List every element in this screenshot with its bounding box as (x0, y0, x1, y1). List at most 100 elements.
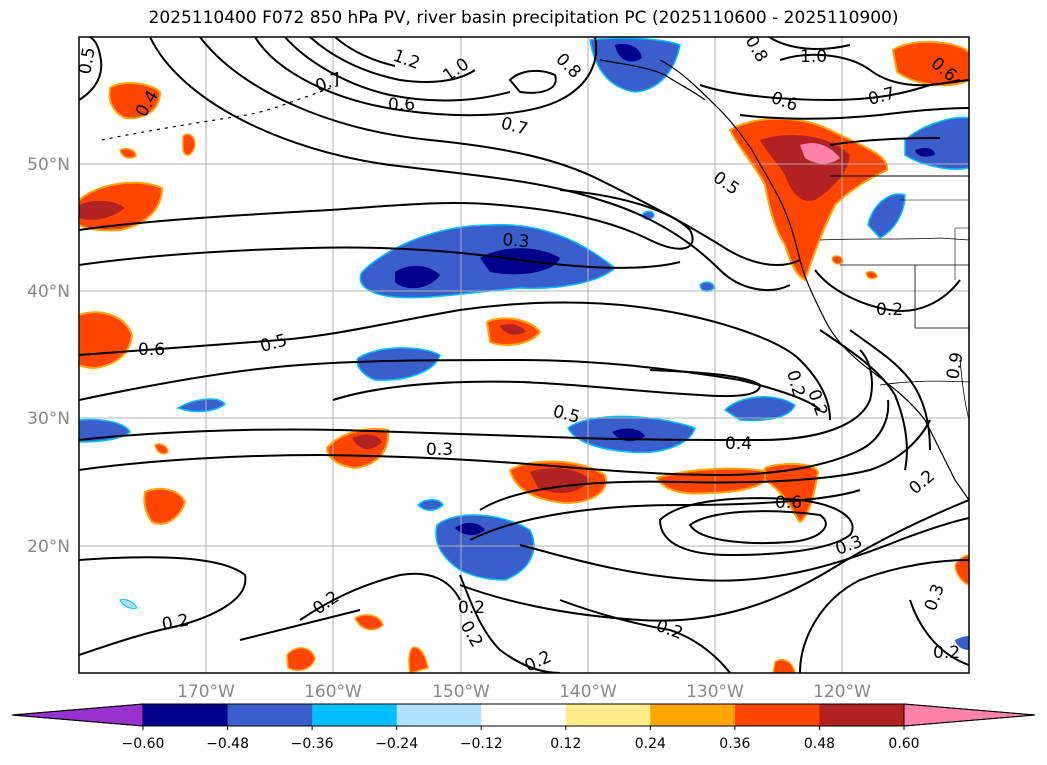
pv-contour (79, 189, 694, 250)
colorbar-segment (227, 704, 313, 726)
precip-positive-region (108, 82, 162, 120)
precip-positive-region (772, 659, 796, 673)
pv-contour (688, 510, 827, 544)
precip-negative-region (176, 398, 227, 413)
precip-negative-region (904, 116, 969, 170)
pv-contour (254, 37, 598, 117)
colorbar-tick-label: −0.24 (375, 736, 418, 752)
colorbar-tick-label: 0.24 (635, 736, 666, 752)
colorbar-segment (565, 704, 651, 726)
contour-label: 0.3 (426, 440, 453, 460)
lat-label: 50°N (27, 155, 70, 175)
contour-label: 0.6 (388, 95, 415, 115)
pv-contour (519, 517, 969, 582)
precip-positive-region (182, 133, 196, 156)
precip-positive-region (954, 554, 969, 586)
precip-negative-core (455, 522, 485, 536)
pv-contour (299, 572, 461, 621)
precip-positive-region (891, 41, 969, 87)
pv-contour (849, 329, 931, 451)
precip-negative-core (480, 248, 560, 275)
lon-label: 150°W (432, 682, 490, 702)
contour-label: 0.9 (943, 351, 967, 381)
pv-contour (469, 489, 861, 541)
lon-label: 140°W (559, 682, 617, 702)
contour-label: 0.5 (75, 46, 99, 76)
pv-contour (199, 37, 801, 266)
lon-label: 170°W (177, 682, 235, 702)
colorbar-segment (734, 704, 820, 726)
colorbar-segment (650, 704, 736, 726)
colorbar-tick-label: −0.48 (206, 736, 249, 752)
colorbar-tick-label: −0.60 (122, 736, 165, 752)
precip-positive-region (865, 271, 878, 280)
colorbar: −0.60 −0.48 −0.36 −0.24 −0.12 0.12 0.24 0.36 0.4… (11, 703, 1036, 752)
precip-negative-region (723, 396, 796, 422)
pv-contour (799, 559, 969, 673)
contour-label: 0.4 (725, 434, 752, 454)
precip-positive-core (800, 143, 840, 164)
pv-contour (559, 599, 731, 673)
precip-negative-core (915, 147, 935, 157)
lat-label: 40°N (27, 282, 70, 302)
coastlines (101, 59, 969, 501)
colorbar-tick-label: 0.12 (550, 736, 581, 752)
colorbar-segment (143, 704, 229, 726)
longitude-labels: 170°W 160°W 150°W 140°W 130°W 120°W (177, 682, 871, 702)
colorbar-segment (312, 704, 398, 726)
map-frame (78, 36, 970, 674)
pv-contour (658, 497, 854, 557)
map-title: 2025110400 F072 850 hPa PV, river basin … (148, 8, 899, 28)
precip-negative-region (416, 499, 444, 511)
contour-label: 1.0 (800, 47, 827, 67)
pv-contour (149, 37, 791, 291)
pv-contour (239, 609, 361, 641)
pv-contour (768, 37, 851, 50)
pv-contour (508, 69, 557, 94)
contour-label: 0.2 (933, 643, 960, 663)
precip-negative-region (955, 636, 969, 650)
precip-negative-region (867, 193, 906, 239)
pv-contour (459, 499, 969, 622)
pv-contour (309, 37, 476, 83)
colorbar-segment (396, 704, 482, 726)
contour-label: 0.6 (775, 493, 802, 513)
pv-contour (334, 37, 396, 67)
pv-contour (814, 269, 961, 312)
pv-contour (79, 556, 247, 656)
pv-contour (79, 349, 873, 442)
lon-label: 130°W (686, 682, 744, 702)
latitude-labels: 50°N 40°N 30°N 20°N (27, 155, 70, 557)
colorbar-extend-max (903, 703, 1036, 727)
colorbar-tick-label: 0.60 (888, 736, 919, 752)
precip-positive-region (154, 443, 169, 455)
colorbar-segment (481, 704, 567, 726)
colorbar-tick-label: −0.36 (291, 736, 334, 752)
precip-positive-region (354, 614, 384, 631)
precip-positive-region (831, 255, 844, 265)
colorbar-tick-label: 0.48 (804, 736, 835, 752)
precip-positive-region (408, 646, 429, 673)
pv-contour (829, 137, 941, 146)
pv-contour (699, 79, 969, 102)
colorbar-segment (819, 704, 905, 726)
pv-contour (79, 358, 821, 411)
precip-positive-core (530, 468, 590, 493)
pv-contours (79, 37, 969, 673)
contour-label: 0.6 (138, 340, 165, 360)
precip-positive-core (79, 200, 125, 220)
pv-contour (332, 369, 762, 401)
precip-negative-region (589, 37, 681, 93)
lat-label: 20°N (27, 537, 70, 557)
precip-positive-region (286, 647, 316, 671)
precip-negative-region (356, 347, 441, 381)
contour-label: 0.2 (160, 611, 190, 635)
pv-contour (284, 37, 511, 102)
precip-negative-region (699, 281, 715, 292)
colorbar-extend-min (11, 703, 144, 727)
pv-contour (79, 246, 681, 269)
pv-contour (819, 329, 908, 471)
colorbar-tick-label: 0.36 (719, 736, 750, 752)
contour-label: 0.2 (876, 300, 903, 320)
